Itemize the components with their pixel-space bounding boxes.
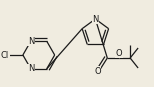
Text: N: N <box>92 15 99 23</box>
Text: O: O <box>116 48 123 58</box>
Text: N: N <box>28 37 34 46</box>
Text: N: N <box>28 64 34 73</box>
Text: Cl: Cl <box>1 50 9 60</box>
Text: O: O <box>94 66 101 76</box>
